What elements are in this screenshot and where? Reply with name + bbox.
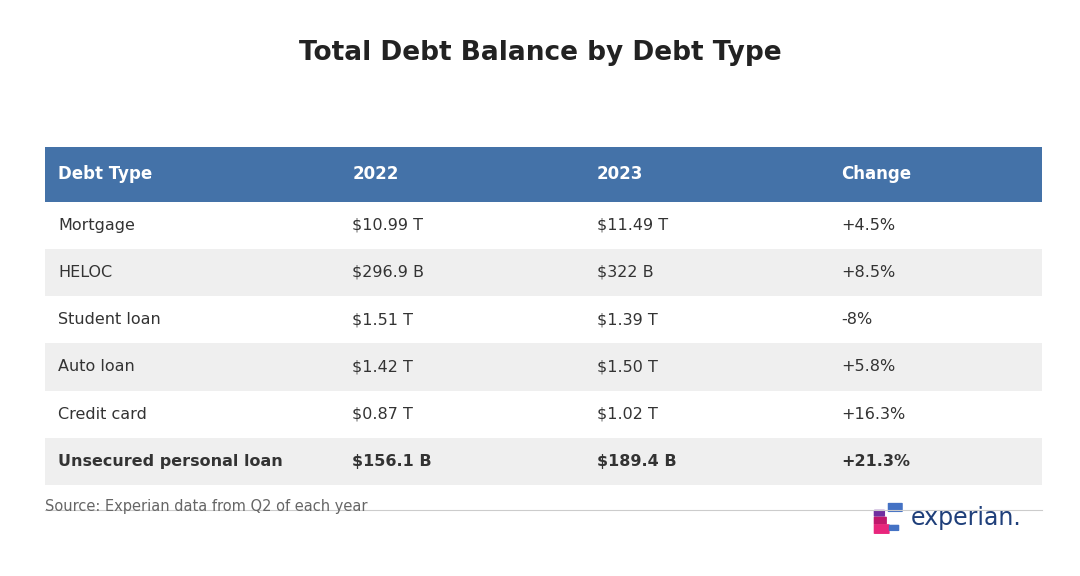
Text: $1.50 T: $1.50 T — [596, 359, 658, 374]
Text: -8%: -8% — [841, 312, 872, 327]
Text: $0.87 T: $0.87 T — [352, 407, 414, 422]
Text: +5.8%: +5.8% — [841, 359, 895, 374]
Text: Change: Change — [841, 165, 910, 183]
Text: experian.: experian. — [910, 506, 1022, 530]
Text: $296.9 B: $296.9 B — [352, 265, 424, 280]
Text: Total Debt Balance by Debt Type: Total Debt Balance by Debt Type — [299, 40, 781, 66]
Text: $1.51 T: $1.51 T — [352, 312, 414, 327]
Text: $11.49 T: $11.49 T — [596, 218, 667, 233]
Text: +16.3%: +16.3% — [841, 407, 905, 422]
Text: Mortgage: Mortgage — [58, 218, 135, 233]
Text: $156.1 B: $156.1 B — [352, 454, 432, 469]
Text: Source: Experian data from Q2 of each year: Source: Experian data from Q2 of each ye… — [45, 499, 368, 514]
Text: +4.5%: +4.5% — [841, 218, 895, 233]
Text: Unsecured personal loan: Unsecured personal loan — [58, 454, 283, 469]
Text: 2022: 2022 — [352, 165, 399, 183]
Text: $189.4 B: $189.4 B — [596, 454, 676, 469]
Text: HELOC: HELOC — [58, 265, 112, 280]
Text: 2023: 2023 — [596, 165, 643, 183]
Text: Debt Type: Debt Type — [58, 165, 152, 183]
Text: Auto loan: Auto loan — [58, 359, 135, 374]
Text: +8.5%: +8.5% — [841, 265, 895, 280]
Text: +21.3%: +21.3% — [841, 454, 909, 469]
Text: Student loan: Student loan — [58, 312, 161, 327]
Text: $1.39 T: $1.39 T — [596, 312, 658, 327]
Text: Credit card: Credit card — [58, 407, 147, 422]
Text: $1.02 T: $1.02 T — [596, 407, 658, 422]
Text: $1.42 T: $1.42 T — [352, 359, 414, 374]
Text: $10.99 T: $10.99 T — [352, 218, 423, 233]
Text: $322 B: $322 B — [596, 265, 653, 280]
